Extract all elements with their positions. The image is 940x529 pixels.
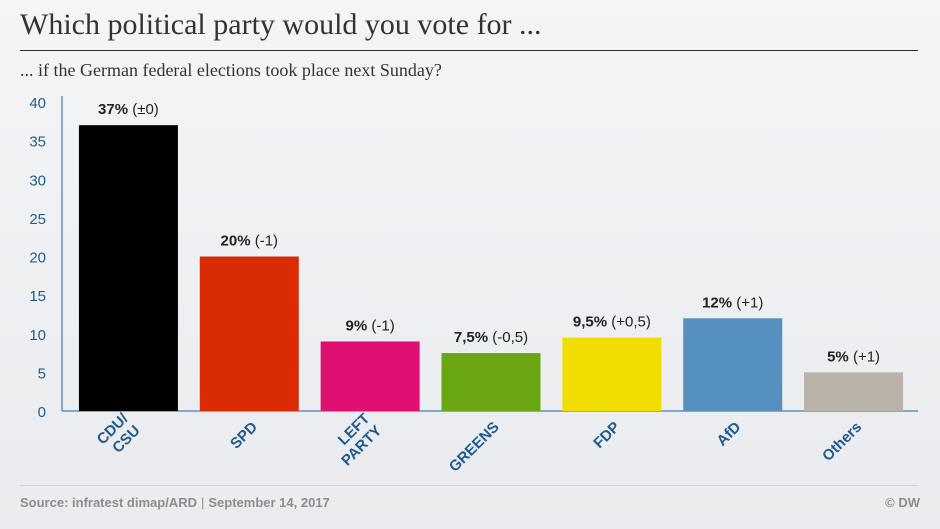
y-tick-label: 25	[29, 211, 46, 228]
y-tick-label: 5	[38, 365, 46, 382]
bar-value-label: 7,5% (-0,5)	[454, 329, 528, 346]
x-tick-label: AfD	[713, 419, 744, 450]
y-tick-label: 35	[29, 134, 46, 151]
x-tick-label-line: Others	[819, 419, 865, 465]
bar-change: (+1)	[736, 294, 763, 311]
x-tick-label: SPD	[227, 419, 261, 453]
source-separator: |	[200, 495, 205, 510]
source-line: Source: infratest dimap/ARD | September 14…	[20, 495, 330, 510]
y-tick-label: 15	[29, 288, 46, 305]
x-tick-label: CDU/CSU	[94, 410, 145, 461]
x-tick-label: GREENS	[446, 419, 503, 476]
chart-subtitle: ... if the German federal elections took…	[20, 60, 442, 80]
bar-value-label: 12% (+1)	[702, 294, 763, 311]
x-tick-label-line: GREENS	[446, 419, 503, 476]
bar-value-label: 20% (-1)	[221, 233, 279, 250]
x-tick-label: Others	[819, 419, 865, 465]
y-tick-label: 10	[29, 327, 46, 344]
bar-value-label: 5% (+1)	[827, 348, 880, 365]
y-tick-label: 20	[29, 250, 46, 267]
bar-change: (±0)	[132, 101, 159, 118]
source-text: Source: infratest dimap/ARD	[20, 495, 197, 510]
bar-cdu-csu	[78, 125, 178, 412]
y-tick-label: 0	[38, 404, 46, 421]
chart-title: Which political party would you vote for…	[20, 8, 542, 41]
bar-value-label: 9,5% (+0,5)	[573, 314, 651, 331]
x-tick-label-line: FDP	[590, 419, 623, 452]
bar-value: 7,5%	[454, 329, 492, 346]
bar-value: 5%	[827, 348, 853, 365]
bar-left-party	[320, 341, 420, 411]
x-tick-label-line: SPD	[227, 419, 261, 453]
footer-divider	[20, 485, 918, 486]
bar-spd	[199, 256, 299, 411]
copyright: © DW	[885, 495, 920, 510]
x-tick-label-line: AfD	[713, 419, 744, 450]
x-tick-label: LEFTPARTY	[326, 410, 385, 469]
bar-value-label: 9% (-1)	[346, 317, 395, 334]
bar-value: 20%	[221, 233, 255, 250]
bar-value-label: 37% (±0)	[98, 101, 159, 118]
y-tick-label: 40	[29, 95, 46, 112]
bar-value: 37%	[98, 101, 132, 118]
bar-fdp	[562, 337, 662, 411]
bar-greens	[441, 353, 541, 411]
bar-value: 9%	[346, 317, 372, 334]
bar-afd	[683, 318, 783, 411]
bar-change: (-1)	[255, 233, 278, 250]
bar-change: (+1)	[853, 348, 880, 365]
bar-change: (+0,5)	[611, 314, 651, 331]
x-tick-label: FDP	[590, 419, 623, 452]
bar-change: (-0,5)	[492, 329, 528, 346]
source-date: September 14, 2017	[208, 495, 330, 510]
title-divider	[20, 50, 918, 51]
bar-value: 12%	[702, 294, 736, 311]
bar-value: 9,5%	[573, 314, 611, 331]
y-tick-label: 30	[29, 172, 46, 189]
bar-change: (-1)	[371, 317, 394, 334]
bar-others	[804, 372, 904, 411]
